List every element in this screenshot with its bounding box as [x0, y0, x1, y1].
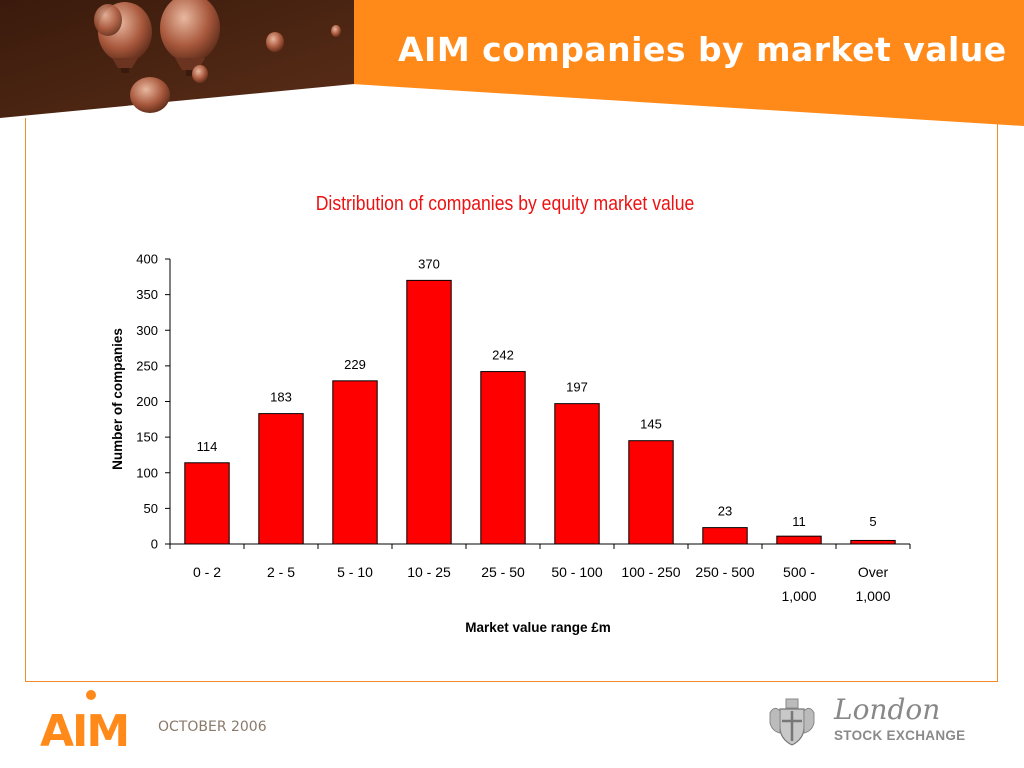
x-category-label: 2 - 5 [267, 564, 295, 580]
x-category-label: 0 - 2 [193, 564, 221, 580]
x-category-label: 1,000 [781, 588, 816, 604]
bar [850, 539, 896, 545]
y-tick-label: 100 [136, 465, 158, 480]
aim-logo-text: AIM [40, 706, 128, 750]
bar [184, 462, 230, 545]
x-category-label: 5 - 10 [337, 564, 373, 580]
bar [702, 527, 748, 545]
bar-value-label: 23 [718, 504, 732, 519]
x-category-label: 100 - 250 [621, 564, 680, 580]
bar-value-label: 5 [869, 514, 876, 529]
slide-title: AIM companies by market value [398, 30, 1007, 69]
bar-value-label: 145 [640, 417, 662, 432]
y-tick-label: 0 [151, 537, 158, 552]
x-category-label: 500 - [783, 564, 815, 580]
data-labels: 114 183 229 370 242 197 145 23 11 5 [197, 256, 877, 529]
x-category-label: 250 - 500 [695, 564, 754, 580]
bar-value-label: 114 [197, 439, 218, 454]
bar-value-label: 183 [270, 390, 292, 405]
bar-value-label: 242 [492, 348, 514, 363]
bar-value-label: 370 [418, 256, 440, 271]
aim-logo-dot [86, 690, 96, 700]
content-frame [25, 118, 998, 682]
x-category-label: Over [858, 564, 889, 580]
x-category-label: 1,000 [855, 588, 890, 604]
bar-value-label: 229 [344, 357, 366, 372]
header-banner [0, 0, 1024, 126]
bar [628, 440, 674, 545]
y-tick-label: 50 [144, 501, 158, 516]
london-stock-exchange-logo: London STOCK EXCHANGE [766, 693, 976, 749]
bars [184, 279, 896, 545]
bar-value-label: 197 [566, 380, 588, 395]
chart-title: Distribution of companies by equity mark… [315, 193, 695, 215]
header-orange-band [352, 0, 1024, 126]
bar [406, 279, 452, 545]
y-tick-label: 150 [136, 430, 158, 445]
y-tick-label: 400 [136, 252, 158, 267]
bar [776, 535, 822, 545]
x-category-label: 25 - 50 [481, 564, 525, 580]
y-axis: 0 50 100 150 200 250 300 350 400 [136, 252, 171, 552]
x-axis: 0 - 2 2 - 5 5 - 10 10 - 25 25 - 50 50 - 100 10… [169, 543, 911, 604]
y-tick-label: 300 [136, 323, 158, 338]
coat-of-arms-icon [769, 698, 815, 746]
x-category-label: 10 - 25 [407, 564, 451, 580]
y-tick-label: 250 [136, 358, 158, 373]
aim-logo: AIM [40, 690, 130, 750]
bar [554, 403, 600, 545]
y-tick-label: 200 [136, 394, 158, 409]
footer-date: OCTOBER 2006 [158, 719, 267, 735]
lse-logo-london: London [834, 693, 941, 726]
y-axis-title: Number of companies [110, 328, 125, 470]
x-category-label: 50 - 100 [551, 564, 603, 580]
hot-air-balloons-photo [94, 0, 341, 113]
y-tick-label: 350 [136, 287, 158, 302]
bar-value-label: 11 [792, 514, 806, 529]
bar [258, 413, 304, 545]
bar [332, 380, 378, 545]
lse-logo-stock-exchange: STOCK EXCHANGE [834, 728, 966, 743]
bar [480, 371, 526, 545]
x-axis-title: Market value range £m [465, 620, 611, 635]
